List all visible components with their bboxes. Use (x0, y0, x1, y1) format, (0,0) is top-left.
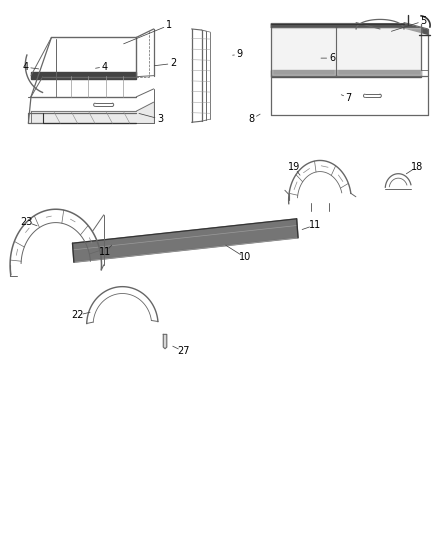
Polygon shape (271, 23, 428, 34)
Text: 22: 22 (71, 310, 84, 320)
Text: 8: 8 (249, 114, 255, 124)
Polygon shape (31, 102, 154, 123)
Polygon shape (31, 72, 136, 79)
Polygon shape (272, 28, 335, 75)
Text: 7: 7 (346, 93, 352, 103)
Text: 11: 11 (99, 247, 111, 257)
Text: 2: 2 (170, 59, 177, 68)
Text: 4: 4 (22, 62, 28, 72)
Text: 18: 18 (411, 162, 423, 172)
Text: 6: 6 (329, 53, 335, 63)
Polygon shape (271, 70, 421, 77)
Text: 19: 19 (288, 162, 300, 172)
Polygon shape (336, 28, 420, 75)
Text: 1: 1 (166, 20, 172, 30)
Text: 23: 23 (21, 217, 33, 227)
Text: 3: 3 (157, 114, 163, 124)
Text: 11: 11 (309, 220, 321, 230)
Text: 5: 5 (420, 16, 427, 26)
Text: 27: 27 (177, 346, 190, 357)
Text: 10: 10 (239, 253, 251, 262)
Polygon shape (73, 219, 298, 262)
Text: 9: 9 (237, 50, 243, 59)
Polygon shape (163, 334, 167, 349)
Text: 4: 4 (102, 62, 108, 71)
